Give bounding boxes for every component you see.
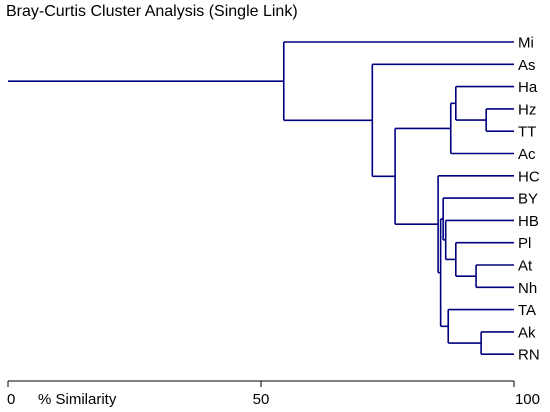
- leaf-label: Pl: [518, 235, 531, 252]
- chart-title: Bray-Curtis Cluster Analysis (Single Lin…: [6, 3, 298, 20]
- leaf-label: At: [518, 258, 533, 275]
- leaf-label: BY: [518, 191, 538, 208]
- x-tick-label: 50: [253, 391, 270, 408]
- leaf-label: Mi: [518, 35, 534, 52]
- leaf-label: Ha: [518, 79, 538, 96]
- leaf-label: Ak: [518, 324, 536, 341]
- x-tick-label: 0: [7, 391, 15, 408]
- leaf-label: TA: [518, 302, 536, 319]
- x-tick-label: 100: [515, 391, 540, 408]
- leaf-label: Nh: [518, 280, 537, 297]
- leaf-label: Hz: [518, 101, 536, 118]
- leaf-label: As: [518, 57, 536, 74]
- leaf-label: Ac: [518, 146, 536, 163]
- leaf-label: HB: [518, 213, 539, 230]
- leaf-label: TT: [518, 124, 536, 141]
- leaf-label: RN: [518, 347, 540, 364]
- x-axis-label: % Similarity: [38, 391, 117, 408]
- leaf-label: HC: [518, 168, 540, 185]
